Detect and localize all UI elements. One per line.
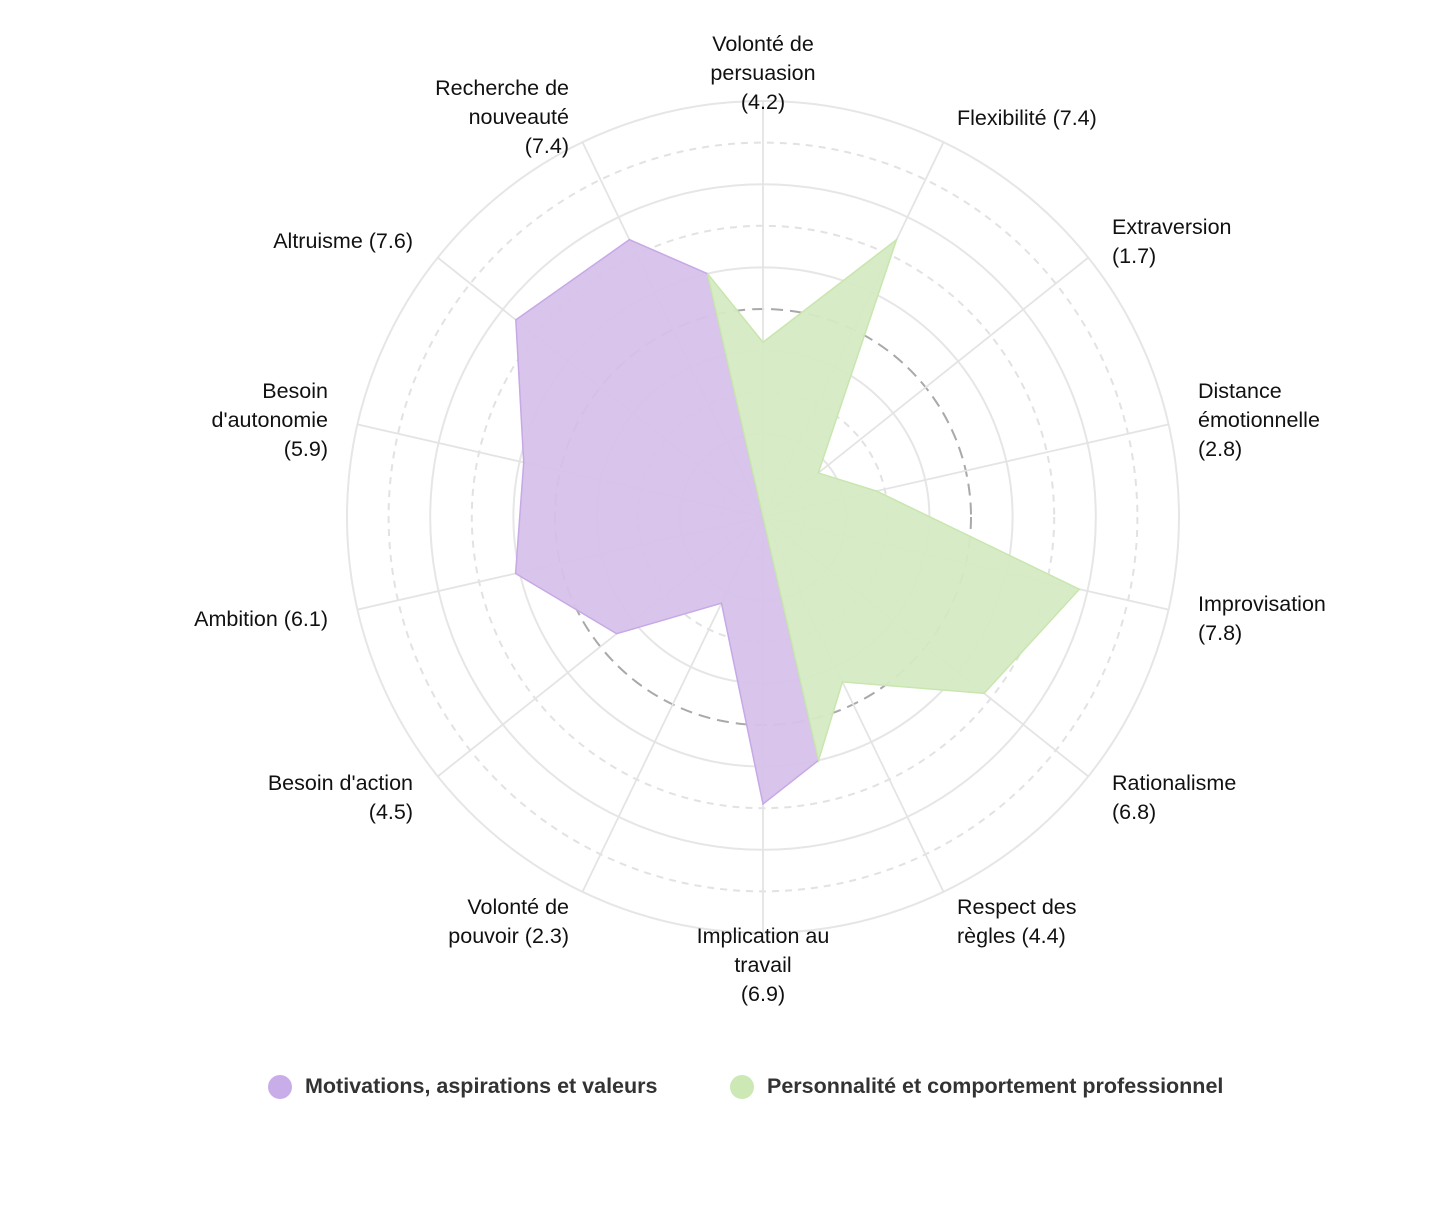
- axis-label-line: (4.5): [368, 800, 413, 824]
- axis-label: Volonté de persuasion (4.2): [613, 30, 913, 117]
- axis-label: Besoin d'action (4.5): [268, 769, 413, 827]
- axis-label-line: Flexibilité (7.4): [957, 106, 1097, 130]
- axis-label-line: (6.9): [740, 982, 786, 1006]
- axis-label: Extraversion (1.7): [1112, 213, 1232, 271]
- axis-label-line: Improvisation: [1198, 592, 1326, 616]
- axis-label-line: Besoin d'action: [267, 771, 413, 795]
- legend-swatch-purple: [268, 1074, 292, 1099]
- axis-label: Respect des règles (4.4): [957, 893, 1077, 951]
- axis-label-line: d'autonomie: [211, 408, 328, 432]
- axis-label: Besoin d'autonomie (5.9): [212, 377, 328, 464]
- legend-label: Personnalité et comportement professionn…: [767, 1074, 1224, 1098]
- axis-label-line: Besoin: [262, 379, 328, 403]
- legend-item-personnalite: Personnalité et comportement professionn…: [730, 1074, 1223, 1099]
- axis-label-line: persuasion: [710, 61, 816, 85]
- axis-label-line: Altruisme (7.6): [273, 229, 413, 253]
- legend: Motivations, aspirations et valeurs Pers…: [0, 1074, 1450, 1104]
- axis-label-line: (7.4): [524, 134, 569, 158]
- series-area-0: [514, 238, 820, 806]
- axis-label-line: (2.8): [1198, 437, 1243, 461]
- axis-label-line: (4.2): [740, 90, 786, 114]
- axis-label: Volonté de pouvoir (2.3): [448, 893, 569, 951]
- axis-label-line: règles (4.4): [957, 924, 1066, 948]
- axis-label-line: Distance: [1198, 379, 1282, 403]
- axis-label: Implication au travail (6.9): [613, 922, 913, 1009]
- axis-label: Recherche de nouveauté (7.4): [435, 74, 569, 161]
- axis-label-line: (7.8): [1198, 621, 1243, 645]
- axis-label-line: pouvoir (2.3): [448, 924, 569, 948]
- axis-label-line: Extraversion: [1112, 215, 1232, 239]
- axis-label-line: Volonté de: [712, 32, 814, 56]
- axis-label-line: (5.9): [283, 437, 328, 461]
- series-area-1: [706, 237, 1081, 764]
- axis-label-line: émotionnelle: [1198, 408, 1320, 432]
- axis-label-line: Ambition (6.1): [194, 607, 328, 631]
- axis-label-line: Rationalisme: [1112, 771, 1237, 795]
- legend-swatch-green: [730, 1074, 754, 1099]
- axis-label: Rationalisme (6.8): [1112, 769, 1236, 827]
- axis-label-line: travail: [734, 953, 792, 977]
- axis-label: Altruisme (7.6): [273, 227, 413, 256]
- axis-label-line: Volonté de: [467, 895, 569, 919]
- axis-label: Distance émotionnelle (2.8): [1198, 377, 1320, 464]
- axis-label-line: nouveauté: [468, 105, 569, 129]
- axis-label: Ambition (6.1): [194, 605, 328, 634]
- legend-label: Motivations, aspirations et valeurs: [305, 1074, 658, 1098]
- axis-label-line: Recherche de: [435, 76, 569, 100]
- axis-label: Flexibilité (7.4): [957, 104, 1097, 133]
- axis-label-line: (6.8): [1112, 800, 1157, 824]
- axis-label-line: Implication au: [696, 924, 830, 948]
- legend-item-motivations: Motivations, aspirations et valeurs: [268, 1074, 657, 1099]
- axis-label: Improvisation (7.8): [1198, 590, 1326, 648]
- axis-label-line: (1.7): [1112, 244, 1157, 268]
- axis-label-line: Respect des: [957, 895, 1077, 919]
